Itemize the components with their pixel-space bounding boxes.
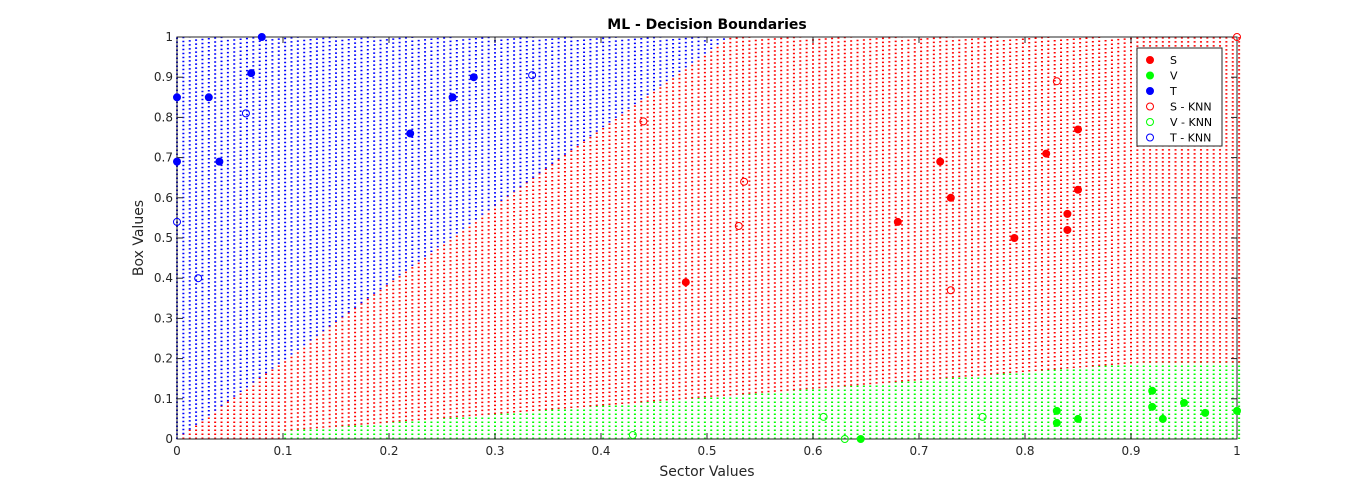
point-v — [1074, 414, 1082, 423]
x-tick-label: 0.5 — [697, 444, 716, 458]
point-v-knn — [628, 430, 637, 439]
y-tick-label: 1 — [165, 30, 173, 44]
x-axis-label: Sector Values — [659, 464, 754, 480]
x-tick-label: 0.7 — [909, 444, 928, 458]
y-tick-label: 0.4 — [154, 271, 173, 285]
point-v — [1233, 406, 1241, 415]
y-tick-label: 0 — [165, 432, 173, 446]
tick-layer: 0 0.1 0.2 0.3 0.4 0.5 0.6 0.7 0.8 0.9 1 0 0.1 0.2 0.3 0… — [154, 30, 1241, 458]
point-v — [1052, 418, 1061, 427]
legend-label-v-knn: V - KNN — [1170, 116, 1212, 129]
legend-marker-v — [1146, 71, 1154, 80]
legend-label-t: T — [1169, 85, 1177, 98]
point-t-knn — [528, 71, 537, 80]
point-s — [1074, 125, 1082, 134]
point-s-knn — [734, 221, 743, 230]
point-t-knn — [241, 109, 250, 118]
point-t-knn — [194, 274, 203, 283]
point-v — [1148, 402, 1157, 411]
point-v — [1148, 386, 1157, 395]
point-s-knn — [740, 177, 749, 186]
x-tick-label: 0.4 — [591, 444, 610, 458]
point-s-knn — [1233, 33, 1241, 41]
point-t-knn — [173, 217, 181, 226]
point-s-knn — [946, 286, 955, 295]
y-tick-label: 0.9 — [154, 70, 173, 84]
legend-label-s-knn: S - KNN — [1170, 101, 1212, 114]
point-s-knn — [1052, 77, 1061, 86]
point-s — [1010, 234, 1019, 242]
y-tick-label: 0.1 — [154, 392, 173, 406]
point-v-knn — [819, 412, 828, 421]
x-tick-label: 0.1 — [273, 444, 292, 458]
legend-marker-s — [1146, 56, 1154, 64]
x-tick-label: 0.9 — [1121, 444, 1140, 458]
legend-label-t-knn: T - KNN — [1169, 132, 1211, 145]
point-t — [173, 93, 181, 102]
legend: SVT S - KNN V - KNN T - KNN — [1136, 47, 1223, 147]
decision-region-layer — [176, 37, 1241, 439]
y-tick-label: 0.6 — [154, 191, 173, 205]
point-s — [936, 157, 945, 166]
point-v — [1052, 406, 1061, 415]
x-tick-label: 0.6 — [803, 444, 822, 458]
point-t — [406, 129, 415, 138]
legend-label-v: V — [1170, 70, 1178, 83]
y-tick-label: 0.3 — [154, 311, 173, 325]
point-v — [1180, 398, 1188, 407]
point-s — [1063, 209, 1072, 218]
point-s-knn — [639, 117, 648, 126]
point-t — [257, 33, 266, 41]
point-v — [1201, 408, 1210, 417]
point-v — [856, 435, 865, 443]
point-s — [1063, 225, 1072, 234]
y-tick-label: 0.8 — [154, 110, 173, 124]
chart-title: ML - Decision Boundaries — [607, 17, 806, 33]
legend-marker-v-knn — [1146, 118, 1154, 126]
point-t — [247, 69, 256, 78]
point-s — [1042, 149, 1051, 158]
y-tick-label: 0.2 — [154, 352, 173, 366]
point-v-knn — [840, 435, 849, 443]
point-t — [173, 157, 181, 166]
legend-marker-s-knn — [1146, 102, 1154, 111]
point-t — [469, 73, 478, 82]
point-v — [1158, 414, 1167, 423]
x-tick-label: 0.2 — [379, 444, 398, 458]
point-s — [1074, 185, 1082, 194]
point-s — [681, 278, 690, 287]
y-tick-label: 0.7 — [154, 151, 173, 165]
legend-label-s: S — [1170, 54, 1177, 67]
x-tick-label: 1 — [1233, 444, 1241, 458]
point-s — [946, 193, 955, 202]
point-t — [204, 93, 213, 102]
point-v-knn — [978, 412, 987, 421]
x-tick-label: 0.8 — [1015, 444, 1034, 458]
x-tick-label: 0.3 — [485, 444, 504, 458]
y-axis-label: Box Values — [131, 200, 147, 276]
x-tick-label: 0 — [173, 444, 181, 458]
legend-marker-t — [1146, 87, 1154, 95]
y-tick-label: 0.5 — [154, 231, 173, 245]
point-s — [893, 217, 902, 226]
point-layer — [173, 33, 1241, 443]
legend-marker-t-knn — [1146, 133, 1154, 142]
legend-box — [1136, 47, 1223, 147]
point-t — [215, 157, 224, 166]
point-t — [448, 93, 457, 102]
